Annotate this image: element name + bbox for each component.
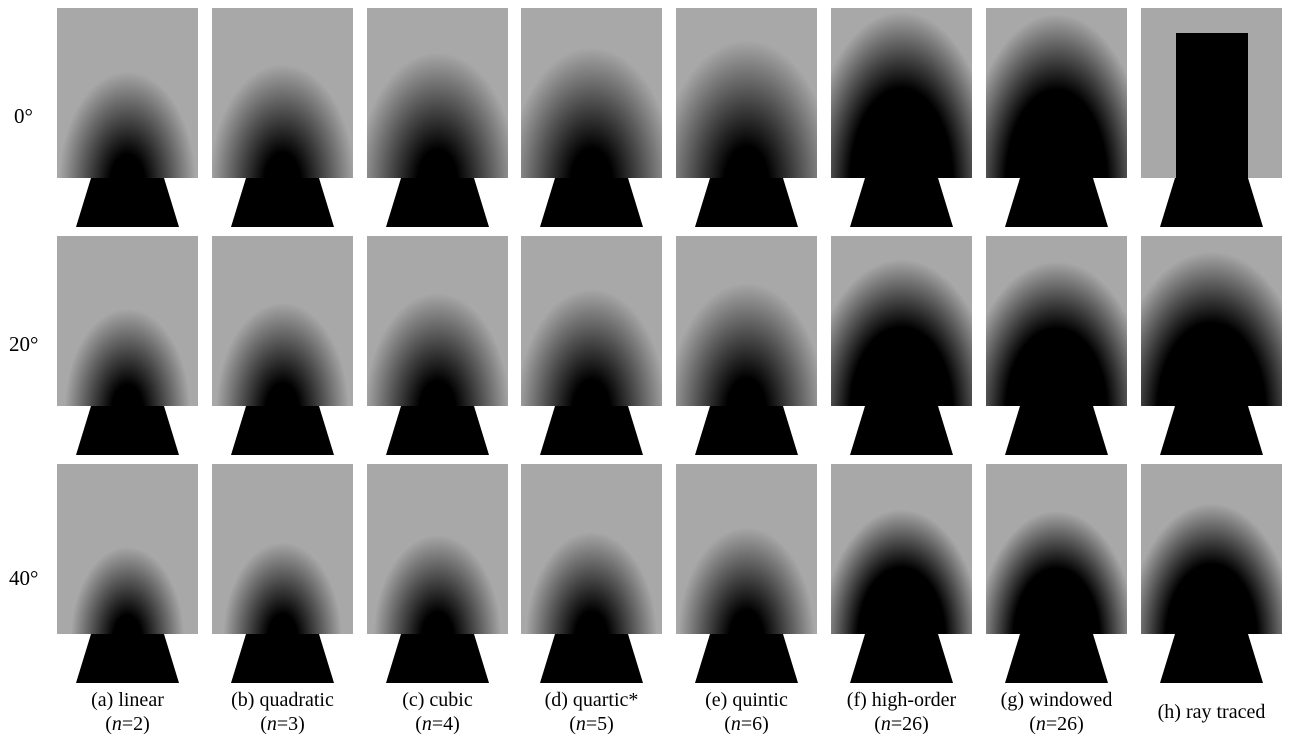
occluder-shape: [1005, 406, 1108, 455]
caption-order: (n=26): [874, 713, 929, 735]
caption-label: (b) quadratic: [231, 689, 334, 711]
shadow-image-highorder-row1: [831, 8, 972, 228]
soft-shadow: [676, 236, 817, 406]
occluder-shape: [1160, 178, 1263, 227]
caption-cubic: (c) cubic (n=4): [358, 688, 518, 736]
caption-label: (g) windowed: [1000, 689, 1113, 711]
soft-shadow: [831, 464, 972, 634]
occluder-shape: [1160, 406, 1263, 455]
soft-shadow: [676, 8, 817, 178]
soft-shadow: [986, 8, 1127, 178]
shadow-image-quintic-row1: [676, 8, 817, 228]
caption-label: (d) quartic*: [544, 689, 639, 711]
soft-shadow: [212, 236, 353, 406]
soft-shadow: [57, 236, 198, 406]
caption-quartic: (d) quartic* (n=5): [512, 688, 672, 736]
shadow-image-quartic-row2: [521, 236, 662, 456]
shadow-image-raytraced-row2: [1141, 236, 1282, 456]
caption-order: (n=6): [724, 713, 769, 735]
shadow-image-linear-row1: [57, 8, 198, 228]
soft-shadow: [1141, 236, 1282, 406]
caption-label: (e) quintic: [705, 689, 788, 711]
caption-windowed: (g) windowed (n=26): [977, 688, 1137, 736]
caption-order: (n=2): [105, 713, 150, 735]
occluder-shape: [1005, 178, 1108, 227]
shadow-image-windowed-row1: [986, 8, 1127, 228]
soft-shadow: [521, 8, 662, 178]
occluder-shape: [1005, 634, 1108, 683]
shadow-image-raytraced-row3: [1141, 464, 1282, 684]
occluder-shape: [695, 634, 798, 683]
shadow-image-cubic-row1: [367, 8, 508, 228]
caption-highorder: (f) high-order (n=26): [822, 688, 982, 736]
soft-shadow: [521, 236, 662, 406]
occluder-shape: [386, 178, 489, 227]
caption-quintic: (e) quintic (n=6): [667, 688, 827, 736]
occluder-shape: [231, 178, 334, 227]
occluder-shape: [850, 178, 953, 227]
shadow-image-quadratic-row2: [212, 236, 353, 456]
occluder-shape: [695, 178, 798, 227]
occluder-shape: [231, 406, 334, 455]
shadow-image-linear-row3: [57, 464, 198, 684]
occluder-shape: [386, 634, 489, 683]
shadow-image-quintic-row3: [676, 464, 817, 684]
shadow-image-raytraced-row1: [1141, 8, 1282, 228]
shadow-image-highorder-row2: [831, 236, 972, 456]
soft-shadow: [367, 8, 508, 178]
shadow-image-quintic-row2: [676, 236, 817, 456]
occluder-shape: [850, 406, 953, 455]
occluder-shape: [850, 634, 953, 683]
caption-order: (n=5): [569, 713, 614, 735]
row-label-0deg: 0°: [14, 104, 33, 128]
occluder-shape: [1160, 634, 1263, 683]
shadow-image-quadratic-row3: [212, 464, 353, 684]
occluder-shape: [76, 634, 179, 683]
caption-label: (h) ray traced: [1157, 701, 1266, 723]
shadow-image-linear-row2: [57, 236, 198, 456]
row-label-40deg: 40°: [9, 566, 39, 590]
shadow-image-quartic-row3: [521, 464, 662, 684]
shadow-image-cubic-row3: [367, 464, 508, 684]
shadow-image-cubic-row2: [367, 236, 508, 456]
occluder-shape: [540, 178, 643, 227]
occluder-shape: [695, 406, 798, 455]
caption-order: (n=26): [1029, 713, 1084, 735]
caption-label: (a) linear: [91, 689, 164, 711]
soft-shadow: [1141, 464, 1282, 634]
shadow-image-highorder-row3: [831, 464, 972, 684]
caption-linear: (a) linear (n=2): [48, 688, 208, 736]
caption-label: (c) cubic: [402, 689, 473, 711]
soft-shadow: [831, 236, 972, 406]
occluder-shape: [386, 406, 489, 455]
occluder-shape: [76, 178, 179, 227]
caption-raytraced: (h) ray traced: [1132, 700, 1289, 724]
caption-order: (n=4): [415, 713, 460, 735]
caption-quadratic: (b) quadratic (n=3): [203, 688, 363, 736]
shadow-image-windowed-row2: [986, 236, 1127, 456]
occluder-shape: [231, 634, 334, 683]
soft-shadow: [57, 464, 198, 634]
caption-order: (n=3): [260, 713, 305, 735]
occluder-shape: [76, 406, 179, 455]
soft-shadow: [986, 236, 1127, 406]
shadow-image-quartic-row1: [521, 8, 662, 228]
soft-shadow: [367, 236, 508, 406]
soft-shadow: [367, 464, 508, 634]
soft-shadow: [57, 8, 198, 178]
occluder-shape: [540, 406, 643, 455]
soft-shadow: [212, 8, 353, 178]
soft-shadow: [831, 8, 972, 178]
soft-shadow: [521, 464, 662, 634]
hard-shadow: [1176, 33, 1248, 178]
shadow-image-windowed-row3: [986, 464, 1127, 684]
soft-shadow: [676, 464, 817, 634]
soft-shadow: [212, 464, 353, 634]
shadow-image-quadratic-row1: [212, 8, 353, 228]
caption-label: (f) high-order: [846, 689, 957, 711]
soft-shadow: [986, 464, 1127, 634]
occluder-shape: [540, 634, 643, 683]
row-label-20deg: 20°: [9, 332, 39, 356]
